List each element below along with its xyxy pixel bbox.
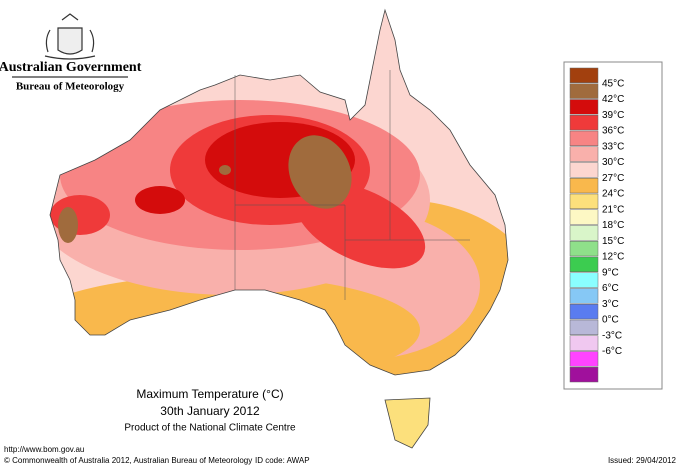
legend-swatch: [569, 272, 599, 288]
legend-label: 21°C: [602, 204, 624, 215]
coat-of-arms: [44, 13, 96, 60]
legend-label: 45°C: [602, 78, 624, 89]
map-title: Maximum Temperature (°C): [136, 387, 283, 401]
header-subtitle: Bureau of Meteorology: [16, 81, 125, 93]
legend-swatch: [569, 130, 599, 146]
legend-swatch: [569, 225, 599, 241]
footer-issued: Issued: 29/04/2012: [608, 456, 677, 465]
legend-label: 27°C: [602, 173, 624, 184]
footer-id: ID code: AWAP: [255, 456, 310, 465]
legend: 45°C 42°C 39°C 36°C 33°C 30°C 27°C 24°C 21°C 18°C…: [563, 61, 663, 390]
legend-label: 12°C: [602, 252, 624, 263]
tasmania: [384, 397, 431, 449]
legend-label: 42°C: [602, 94, 624, 105]
legend-swatch: [569, 193, 599, 209]
legend-swatch: [569, 67, 599, 83]
legend-swatch: [569, 367, 599, 383]
legend-swatch: [569, 162, 599, 178]
legend-swatch: [569, 178, 599, 194]
legend-label: 0°C: [602, 315, 619, 326]
legend-label: 3°C: [602, 299, 619, 310]
legend-swatch: [569, 319, 599, 335]
footer-url: http://www.bom.gov.au: [4, 445, 84, 454]
legend-swatch: [569, 146, 599, 162]
header-title: Australian Government: [0, 60, 142, 75]
footer-copyright: © Commonwealth of Australia 2012, Austra…: [4, 456, 252, 465]
legend-swatch: [569, 83, 599, 99]
legend-label: 15°C: [602, 236, 624, 247]
legend-label: 36°C: [602, 126, 624, 137]
legend-swatch: [569, 335, 599, 351]
legend-label: 24°C: [602, 189, 624, 200]
legend-swatch: [569, 115, 599, 131]
legend-swatch: [569, 351, 599, 367]
legend-swatch: [569, 99, 599, 115]
legend-swatch: [569, 256, 599, 272]
legend-label: 30°C: [602, 157, 624, 168]
legend-swatch: [569, 241, 599, 257]
state-borders: [234, 70, 470, 300]
legend-label: 6°C: [602, 283, 619, 294]
legend-label: 33°C: [602, 141, 624, 152]
legend-label: 18°C: [602, 220, 624, 231]
legend-label: -3°C: [602, 330, 622, 341]
legend-swatch: [569, 288, 599, 304]
map-credit: Product of the National Climate Centre: [124, 423, 296, 434]
legend-swatch: [569, 209, 599, 225]
legend-label: -6°C: [602, 346, 622, 357]
legend-label: 9°C: [602, 267, 619, 278]
legend-swatch: [569, 304, 599, 320]
legend-label: 39°C: [602, 110, 624, 121]
map-date: 30th January 2012: [160, 404, 260, 418]
